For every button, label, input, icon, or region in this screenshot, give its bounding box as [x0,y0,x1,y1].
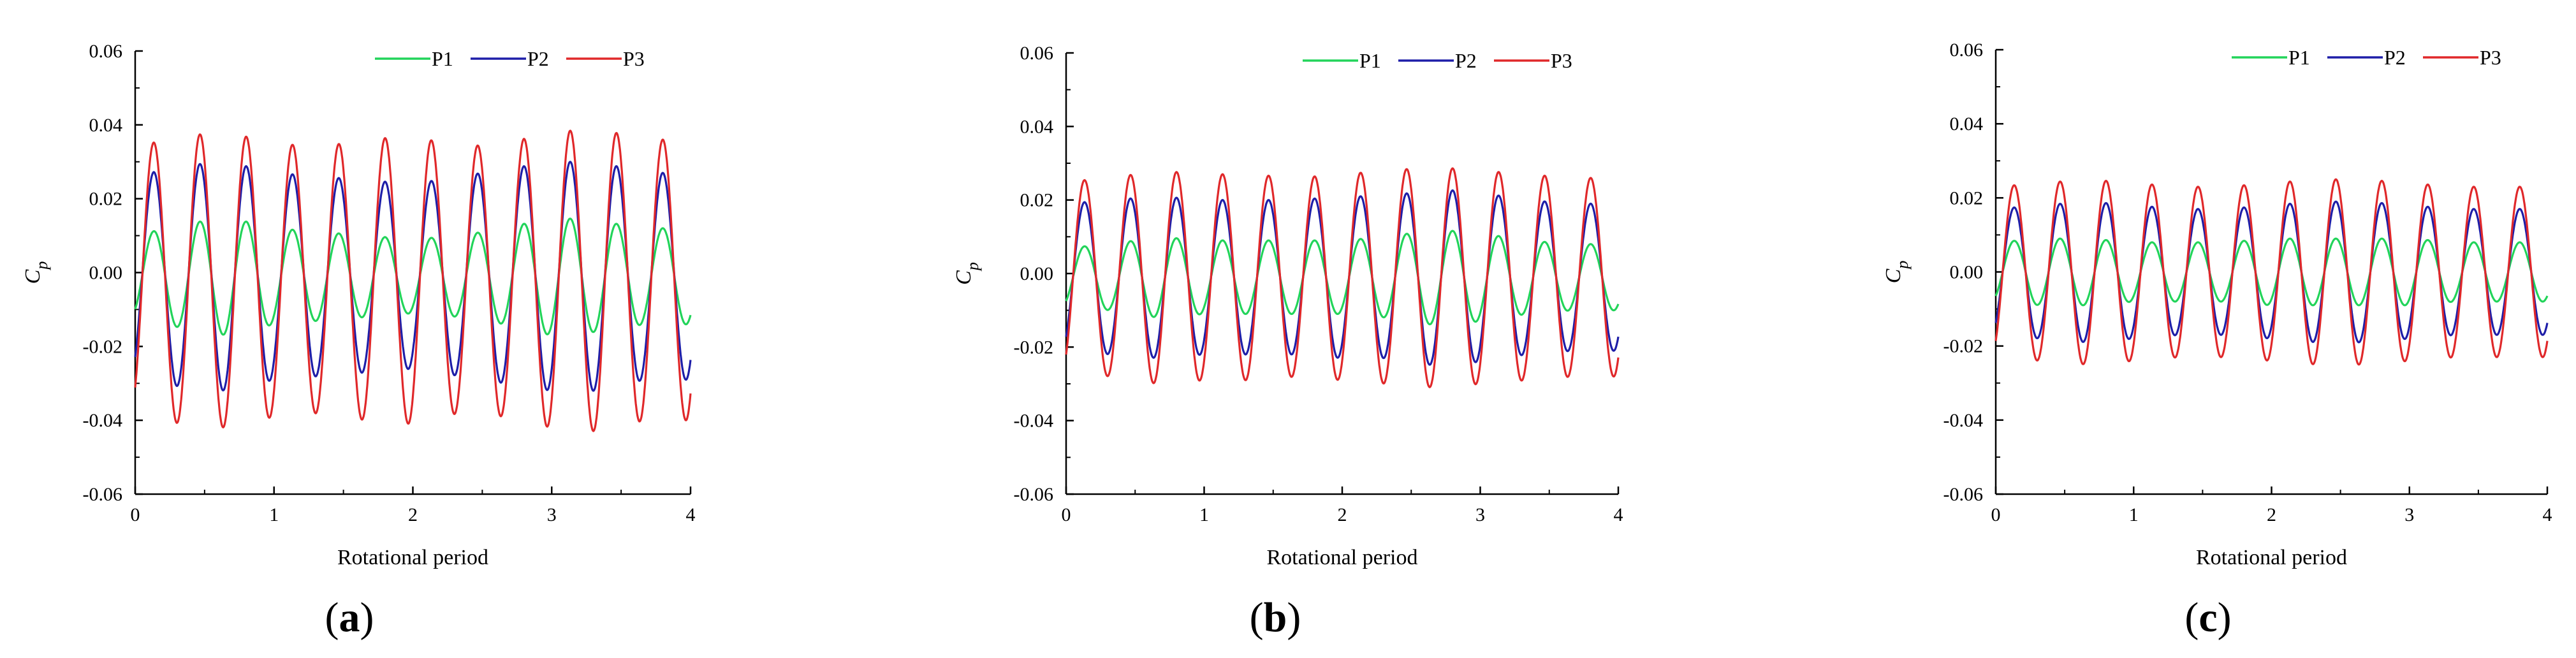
y-axis-title-sub: p [33,261,51,271]
legend: P1 P2 P3 [1303,49,1572,72]
y-tick-label: -0.06 [1943,484,1984,505]
y-axis-title-main: C [952,270,976,285]
y-axis-title-main: C [21,269,45,284]
y-tick-label: 0.00 [89,263,123,284]
y-tick-label: -0.02 [1014,337,1054,358]
y-tick-label: -0.02 [83,336,123,357]
y-tick-label: 0.00 [1020,263,1054,284]
x-tick-label: 4 [686,504,696,525]
panel-label-open-paren: ( [325,594,339,641]
panel-label-open-paren: ( [1250,594,1264,641]
legend-label-p2: P2 [1455,49,1477,72]
y-tick-label: -0.04 [83,410,123,431]
y-axis-title: Cp [952,262,982,285]
y-axis-title-main: C [1882,268,1905,283]
legend-label-p1: P1 [1359,49,1381,72]
legend: P1 P2 P3 [375,47,645,70]
y-axis-title-sub: p [1893,261,1912,270]
series-line-p3 [1994,178,2549,366]
legend-label-p1: P1 [2288,46,2310,69]
x-axis-title: Rotational period [1266,546,1417,569]
y-axis-title-sub: p [963,262,982,272]
legend-label-p3: P3 [623,47,645,70]
panel-label: (c) [2184,594,2231,641]
y-tick-label: -0.04 [1943,410,1984,431]
panel-label-close-paren: ) [360,594,374,641]
series-line-p3 [1065,167,1620,388]
chart-panel-b: 0 1 2 3 4 -0.06 -0.04 -0.02 0.00 0.02 0.04 0.06 Rota… [952,43,1623,641]
panel-label-close-paren: ) [1287,594,1301,641]
y-tick-label: -0.06 [1014,484,1054,505]
panel-label-open-paren: ( [2184,594,2199,641]
y-tick-label: 0.06 [1020,43,1054,64]
series-group [1065,167,1620,388]
x-tick-label: 3 [547,504,557,525]
y-tick-label: 0.04 [89,115,123,136]
legend-label-p3: P3 [1551,49,1572,72]
y-tick-label: 0.06 [1950,40,1984,61]
x-tick-label: 3 [1475,504,1485,525]
x-axis-title: Rotational period [2196,546,2347,569]
y-tick-label: 0.02 [89,189,123,210]
legend-label-p2: P2 [2384,46,2406,69]
y-tick-label: 0.04 [1950,113,1984,135]
series-group [134,129,692,432]
panel-label: (a) [325,594,374,641]
y-tick-label: 0.06 [89,41,123,62]
chart-panel-a: 0 1 2 3 4 -0.06 -0.04 -0.02 0.00 0.02 0.04 0.06 Rota… [21,41,696,641]
x-tick-label: 0 [1991,504,2001,525]
series-line-p1 [134,217,692,336]
legend: P1 P2 P3 [2232,46,2501,69]
series-line-p2 [134,161,692,392]
panel-label-letter: a [339,594,360,641]
series-line-p1 [1994,237,2549,307]
x-tick-label: 0 [131,504,140,525]
y-tick-label: -0.06 [83,484,123,505]
legend-label-p2: P2 [527,47,549,70]
x-tick-label: 1 [2129,504,2139,525]
panel-label-letter: c [2199,594,2217,641]
series-line-p2 [1994,200,2549,344]
x-tick-label: 1 [269,504,279,525]
x-tick-label: 0 [1062,504,1071,525]
chart-panel-c: 0 1 2 3 4 -0.06 -0.04 -0.02 0.00 0.02 0.04 0.06 Rota… [1882,40,2552,641]
x-tick-label: 1 [1199,504,1209,525]
panel-label: (b) [1250,594,1301,641]
x-tick-label: 4 [2543,504,2552,525]
x-tick-label: 2 [408,504,418,525]
x-tick-label: 4 [1614,504,1623,525]
series-group [1994,178,2549,366]
x-tick-label: 2 [1338,504,1347,525]
y-axis-title: Cp [21,261,51,284]
y-tick-label: 0.00 [1950,262,1984,283]
y-tick-label: -0.02 [1943,336,1984,357]
y-tick-label: 0.04 [1020,116,1054,137]
x-tick-label: 2 [2267,504,2276,525]
legend-label-p1: P1 [432,47,453,70]
panel-label-letter: b [1264,594,1287,641]
panel-label-close-paren: ) [2218,594,2232,641]
x-tick-label: 3 [2404,504,2414,525]
y-tick-label: -0.04 [1014,411,1054,432]
y-axis-title: Cp [1882,261,1912,284]
series-line-p3 [134,129,692,432]
legend-label-p3: P3 [2480,46,2501,69]
series-line-p1 [1065,230,1620,326]
series-line-p2 [1065,189,1620,366]
x-axis-title: Rotational period [337,546,488,569]
y-tick-label: 0.02 [1950,187,1984,208]
y-tick-label: 0.02 [1020,190,1054,211]
